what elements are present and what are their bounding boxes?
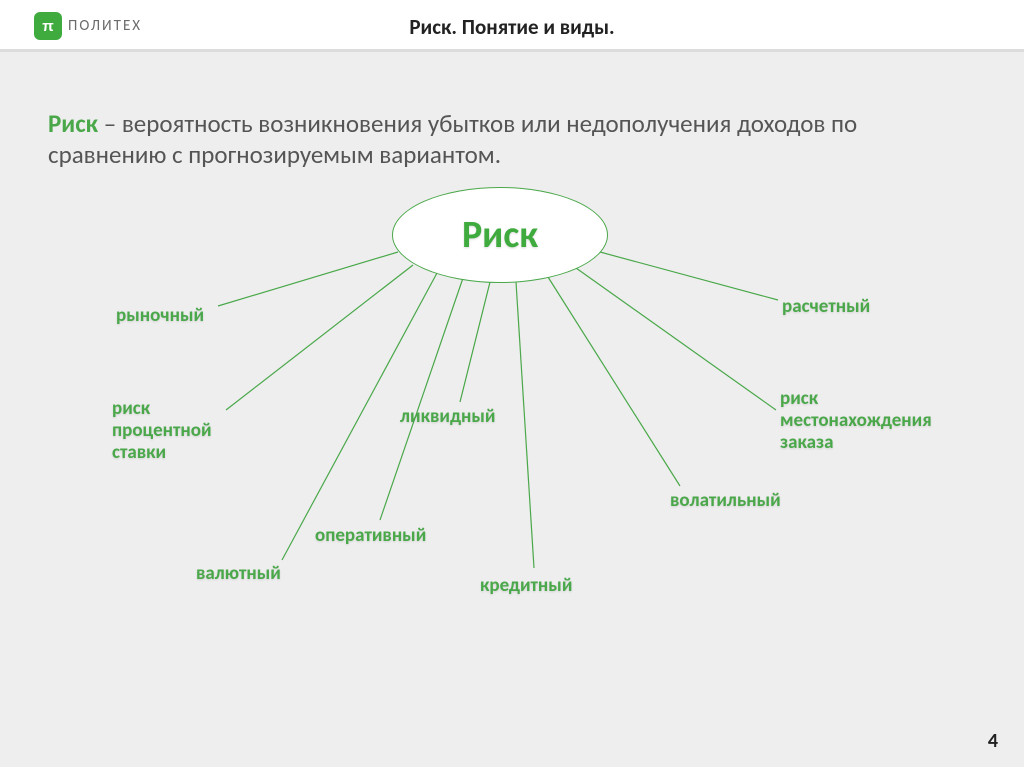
page-number: 4 (988, 729, 998, 753)
slide: π ПОЛИТЕХ Риск. Понятие и виды. Риск – в… (0, 0, 1024, 767)
diagram-lines (0, 0, 1024, 767)
